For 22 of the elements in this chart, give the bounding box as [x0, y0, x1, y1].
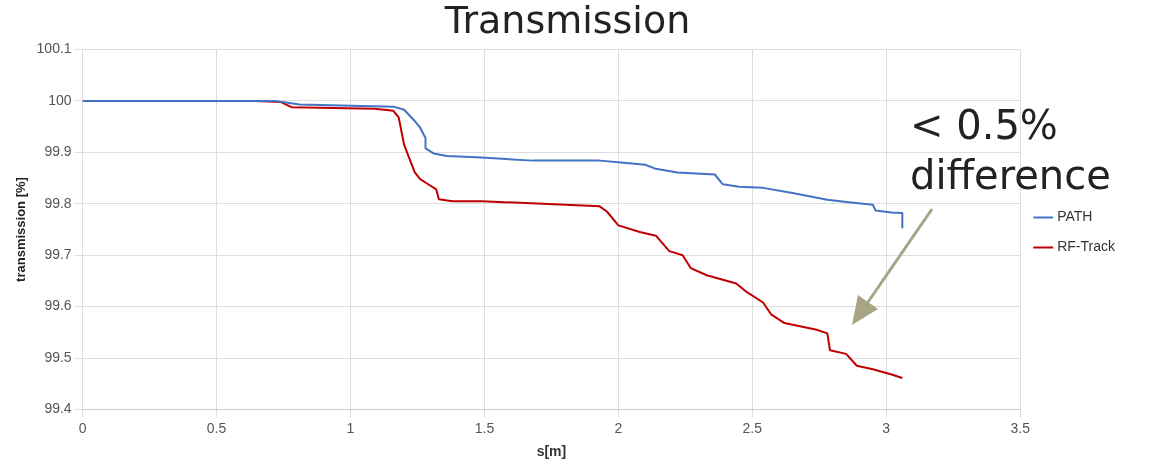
x-axis-title: s[m]: [536, 443, 567, 460]
x-tick-label: 0: [78, 419, 87, 436]
y-tick-label: 99.8: [44, 194, 72, 211]
x-tick-label: 0.5: [206, 419, 227, 436]
legend-label: PATH: [1057, 208, 1093, 225]
y-tick-label: 99.6: [44, 297, 72, 314]
legend-label: RF-Track: [1057, 238, 1116, 255]
y-tick-label: 99.4: [44, 400, 72, 417]
x-tick-label: 2: [614, 419, 623, 436]
x-tick-label: 2.5: [742, 419, 763, 436]
x-tick-label: 1: [346, 419, 355, 436]
y-tick-label: 100.1: [36, 40, 72, 57]
y-tick-label: 99.5: [44, 348, 72, 365]
y-tick-label: 99.7: [44, 246, 72, 263]
x-tick-label: 3: [882, 419, 891, 436]
y-tick-label: 100: [48, 91, 72, 108]
x-tick-label: 3.5: [1010, 419, 1031, 436]
y-axis-title: transmission [%]: [13, 177, 29, 282]
annotation: < 0.5% difference: [910, 101, 1111, 200]
x-tick-label: 1.5: [474, 419, 495, 436]
chart-title: Transmission: [443, 0, 691, 42]
y-tick-label: 99.9: [44, 143, 72, 160]
